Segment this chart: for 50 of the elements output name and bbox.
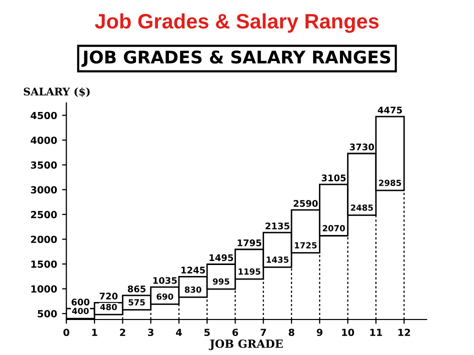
annotation: 830 bbox=[184, 286, 202, 293]
data-label: 1495 bbox=[210, 254, 234, 262]
data-label: 865 bbox=[128, 286, 146, 292]
data-label: 1245 bbox=[181, 266, 205, 274]
x-tick-label: 5 bbox=[204, 328, 210, 336]
chart-subtitle: JOB GRADES & SALARY RANGES bbox=[82, 50, 390, 67]
data-label: 1795 bbox=[238, 239, 262, 246]
x-tick-label: 11 bbox=[370, 328, 382, 336]
x-tick-label: 12 bbox=[398, 328, 410, 336]
x-tick-label: 4 bbox=[176, 328, 182, 336]
annotation: 400 bbox=[72, 308, 89, 314]
x-tick-label: 3 bbox=[148, 328, 154, 336]
annotation: 690 bbox=[156, 293, 174, 300]
annotation: 1195 bbox=[238, 268, 260, 275]
annotation: 995 bbox=[212, 278, 230, 285]
y-tick-label: 3000 bbox=[30, 186, 57, 194]
x-tick-label: 0 bbox=[63, 328, 70, 336]
y-tick-label: 1500 bbox=[31, 260, 57, 268]
y-tick-label: 2500 bbox=[31, 210, 57, 218]
y-tick-label: 4500 bbox=[30, 112, 57, 120]
data-label: 720 bbox=[100, 292, 118, 300]
annotation: 575 bbox=[128, 299, 145, 306]
annotation: 1435 bbox=[266, 256, 288, 263]
y-tick-label: 2000 bbox=[31, 236, 57, 244]
y-tick-label: 500 bbox=[38, 310, 57, 318]
x-tick-label: 2 bbox=[120, 328, 126, 336]
x-tick-label: 9 bbox=[316, 328, 322, 336]
x-axis-title: JOB GRADE bbox=[208, 340, 283, 350]
data-label: 2135 bbox=[266, 222, 290, 230]
x-tick-label: 7 bbox=[260, 328, 266, 336]
data-label: 4475 bbox=[378, 106, 402, 114]
data-label: 1035 bbox=[153, 277, 177, 284]
data-label: 3105 bbox=[322, 174, 346, 182]
y-tick-label: 4000 bbox=[30, 136, 57, 144]
annotation: 2985 bbox=[379, 180, 402, 186]
x-tick-label: 6 bbox=[232, 328, 238, 336]
annotation: 480 bbox=[100, 304, 117, 310]
y-tick-label: 3500 bbox=[30, 161, 57, 169]
x-tick-label: 8 bbox=[288, 328, 294, 336]
annotation: 2070 bbox=[322, 225, 345, 232]
chart-title: Job Grades & Salary Ranges bbox=[94, 13, 379, 33]
annotation: 1725 bbox=[294, 242, 317, 248]
data-label: 2590 bbox=[294, 200, 318, 207]
data-label: 600 bbox=[72, 298, 90, 306]
y-tick-label: 1000 bbox=[31, 285, 57, 293]
data-label: 3730 bbox=[350, 144, 374, 150]
annotation: 2485 bbox=[350, 204, 373, 211]
x-tick-label: 10 bbox=[342, 328, 354, 336]
y-axis-title: SALARY ($) bbox=[24, 87, 90, 97]
x-tick-label: 1 bbox=[92, 328, 98, 336]
